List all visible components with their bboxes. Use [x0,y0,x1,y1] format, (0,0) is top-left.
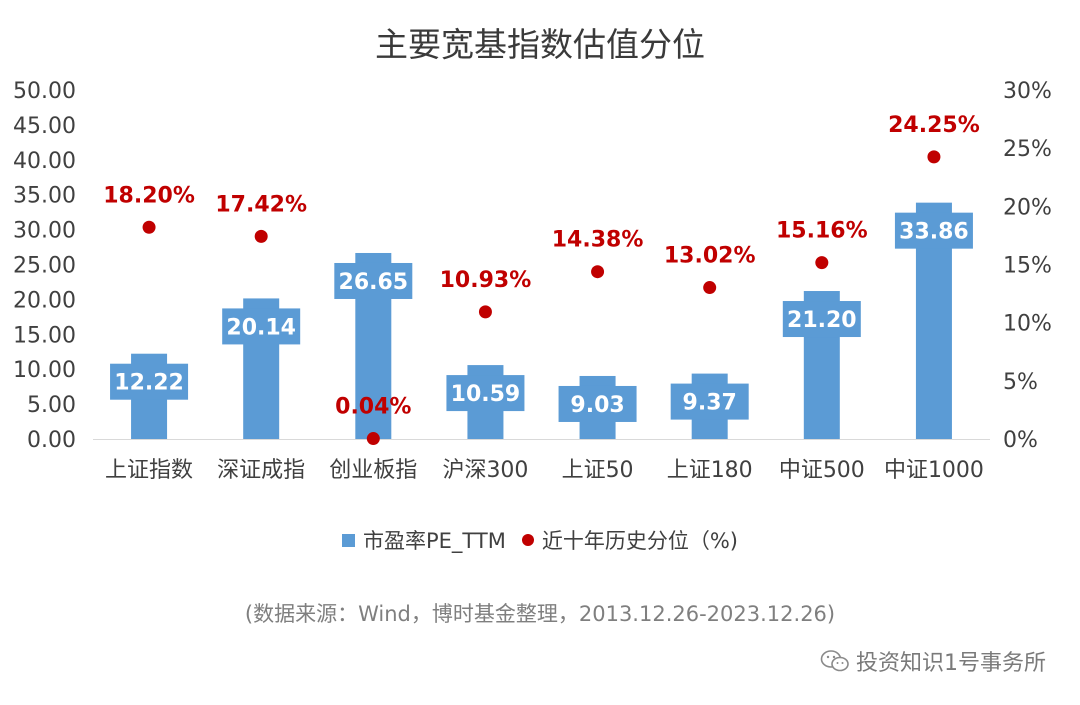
percentile-label: 10.93% [440,268,532,293]
bar-value-label: 20.14 [226,315,296,340]
bar-value-label: 9.37 [683,391,737,416]
percentile-dot [591,265,605,279]
chart-canvas: 0.00 5.00 10.00 15.00 20.00 25.00 30.00 35.00 40… [13,79,1052,483]
percentile-dot [142,220,156,234]
y-right-tick-label: 10% [1003,312,1052,337]
legend-item-pe[interactable]: 市盈率PE_TTM [342,525,506,555]
bar-value-label: 9.03 [570,393,624,418]
y-right-tick-label: 0% [1003,428,1038,453]
bar-value-label: 26.65 [339,270,409,295]
bar-value-box [110,363,189,400]
legend-label-pe: 市盈率PE_TTM [363,529,506,553]
x-category-label: 上证180 [667,458,753,483]
bar-value-box [334,262,413,299]
y-right-tick-label: 5% [1003,370,1038,395]
bar-value-box [782,301,861,338]
percentile-label: 15.16% [776,219,868,244]
percentile-label: 0.04% [335,395,411,420]
bar-value-label: 21.20 [787,308,857,333]
y-left-tick-label: 30.00 [13,219,76,244]
wechat-icon [820,650,849,672]
chart-legend: 市盈率PE_TTM 近十年历史分位（%) [0,525,1080,555]
bar-value-label: 33.86 [899,220,969,245]
legend-dot-swatch [521,534,534,546]
y-left-tick-label: 45.00 [13,114,76,139]
bar-value-label: 10.59 [451,382,521,407]
legend-item-percentile[interactable]: 近十年历史分位（%) [521,525,738,555]
x-category-label: 沪深300 [442,458,528,483]
y-right-tick-label: 30% [1003,79,1052,104]
bar-value-box [222,308,301,345]
y-left-tick-label: 5.00 [27,393,76,418]
y-left-tick-label: 50.00 [13,79,76,104]
bar-value-box [894,212,973,249]
x-category-label: 上证指数 [105,458,193,483]
chart-title: 主要宽基指数估值分位 [375,25,705,64]
y-left-tick-label: 0.00 [27,428,76,453]
y-left-tick-label: 15.00 [13,323,76,348]
legend-label-percentile: 近十年历史分位（%) [541,529,738,553]
y-left-tick-label: 25.00 [13,254,76,279]
percentile-label: 13.02% [664,244,756,269]
y-left-tick-label: 35.00 [13,184,76,209]
bar-value-box [446,375,525,412]
bar-value-box [558,385,637,422]
x-category-label: 创业板指 [329,458,417,483]
percentile-dot [478,305,492,319]
source-note: (数据来源：Wind，博时基金整理，2013.12.26-2023.12.26) [244,602,836,626]
y-right-tick-label: 20% [1003,195,1052,220]
x-category-label: 中证500 [779,458,865,483]
percentile-dot [254,229,268,243]
y-left-tick-label: 10.00 [13,358,76,383]
percentile-label: 17.42% [215,192,307,217]
percentile-dot [927,150,941,164]
bar-value-label: 12.22 [114,371,184,396]
y-left-tick-label: 20.00 [13,288,76,313]
percentile-label: 24.25% [888,113,980,138]
y-left-tick-label: 40.00 [13,149,76,174]
x-category-label: 中证1000 [884,458,984,483]
watermark: 投资知识1号事务所 [820,645,1046,677]
percentile-dot [703,281,717,295]
x-category-label: 上证50 [562,458,634,483]
percentile-label: 18.20% [103,183,195,208]
y-right-tick-label: 15% [1003,254,1052,279]
x-category-label: 深证成指 [217,458,305,483]
y-right-tick-label: 25% [1003,137,1052,162]
bar-value-box [670,383,749,420]
percentile-dot [815,256,829,270]
legend-bar-swatch [342,533,355,547]
percentile-dot [366,432,380,446]
watermark-text: 投资知识1号事务所 [856,651,1046,676]
percentile-label: 14.38% [552,228,644,253]
